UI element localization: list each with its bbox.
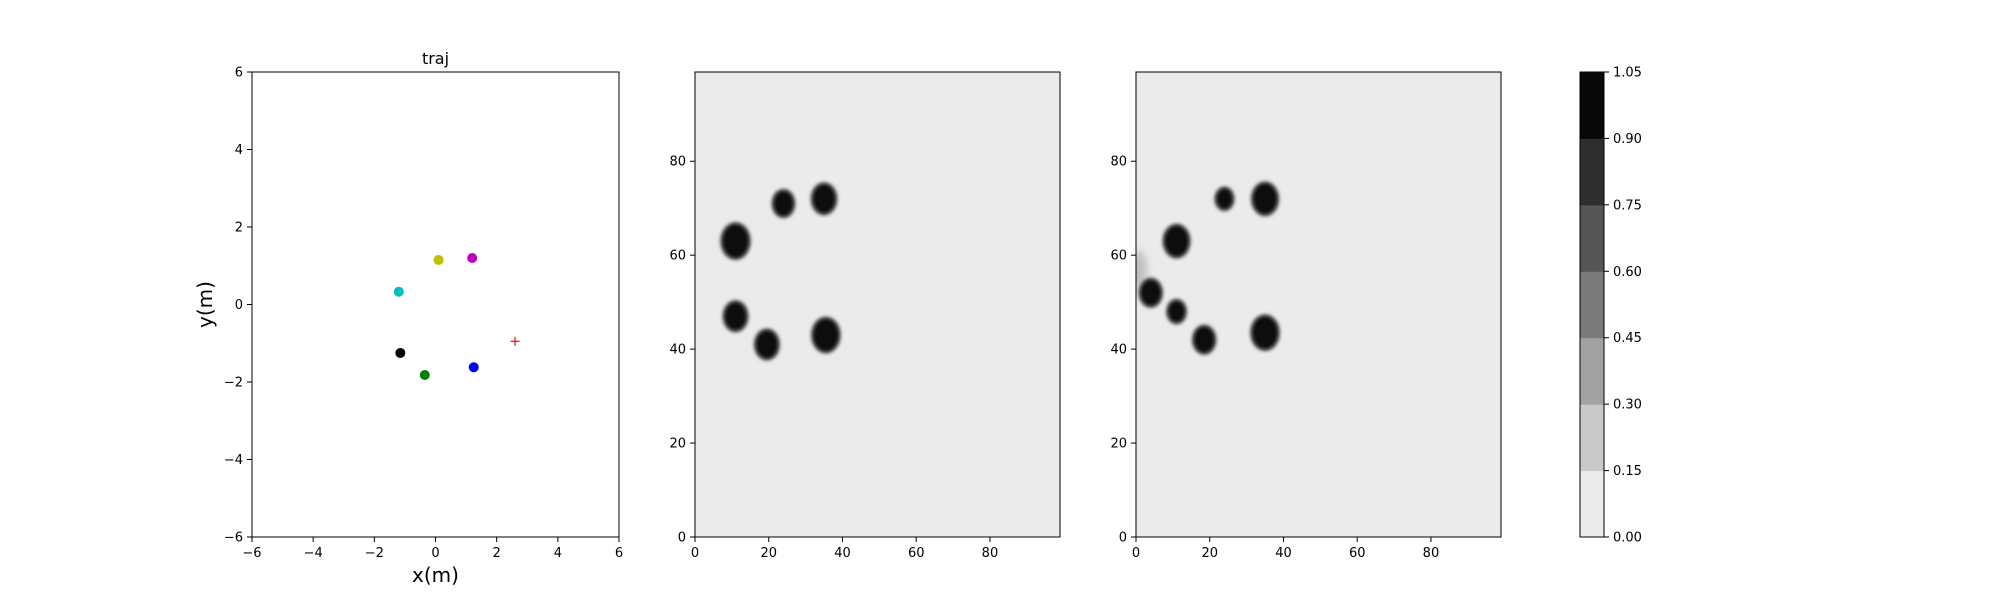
traj-x-tick-label: −2 <box>365 546 384 561</box>
heatmap-2-y-tick-label: 0 <box>1119 531 1127 546</box>
heatmap-2-blob <box>1164 225 1189 257</box>
heatmap-2-blob <box>1140 279 1162 306</box>
colorbar-tick-label: 0.15 <box>1613 464 1642 479</box>
target-marker <box>510 336 520 346</box>
colorbar-ticks: 0.00 0.15 0.30 0.45 0.60 0.75 0.90 1.05 <box>1604 66 1642 546</box>
traj-title: traj <box>422 49 449 68</box>
traj-x-label: x(m) <box>412 563 459 587</box>
colorbar-tick-label: 0.45 <box>1613 331 1642 346</box>
colorbar-levels <box>1580 72 1604 538</box>
heatmap-2-x-ticks: 0 20 40 60 80 <box>1132 537 1439 561</box>
heatmap-1-y-tick-label: 60 <box>669 249 686 264</box>
traj-x-tick-label: 2 <box>493 546 501 561</box>
colorbar-level <box>1580 138 1604 206</box>
colorbar-level <box>1580 337 1604 405</box>
heatmap-2-faint-blob <box>1136 250 1148 289</box>
heatmap-2-blob <box>1193 326 1215 353</box>
heatmap-2-x-tick-label: 80 <box>1423 546 1440 561</box>
traj-x-tick-label: −6 <box>242 546 261 561</box>
traj-axes-frame <box>251 71 620 538</box>
traj-x-tick-label: 6 <box>615 546 623 561</box>
traj-y-tick-label: 4 <box>235 143 243 158</box>
colorbar-tick-label: 1.05 <box>1613 66 1642 81</box>
colorbar-level <box>1580 271 1604 339</box>
traj-y-tick-label: −2 <box>224 376 243 391</box>
traj-points <box>393 253 520 381</box>
heatmap-1-y-tick-label: 0 <box>678 531 686 546</box>
heatmap-2-blobs <box>1136 180 1281 356</box>
agent-point <box>419 370 430 381</box>
traj-y-tick-label: 2 <box>235 221 243 236</box>
heatmap-2-axes-frame <box>1135 71 1502 538</box>
agent-point <box>395 347 406 358</box>
agent-point <box>468 362 479 373</box>
heatmap-panel-1: 0 20 40 60 80 0 20 40 60 80 <box>669 71 1061 561</box>
heatmap-1-blob <box>812 184 836 214</box>
heatmap-2-y-tick-label: 80 <box>1110 155 1127 170</box>
colorbar-tick-label: 0.90 <box>1613 132 1642 147</box>
heatmap-2-y-ticks: 0 20 40 60 80 <box>1110 155 1136 546</box>
traj-x-tick-label: −4 <box>304 546 323 561</box>
heatmap-panel-2: 0 20 40 60 80 0 20 40 60 80 <box>1110 71 1502 561</box>
heatmap-1-blob <box>722 224 749 258</box>
colorbar-tick-label: 0.75 <box>1613 198 1642 213</box>
traj-panel: traj −6 −4 −2 0 2 4 6 −6 −4 −2 0 2 4 6 x(m) y(m) <box>193 49 623 587</box>
heatmap-2-y-tick-label: 40 <box>1110 343 1127 358</box>
heatmap-2-x-tick-label: 40 <box>1275 546 1292 561</box>
heatmap-2-x-tick-label: 0 <box>1132 546 1140 561</box>
heatmap-1-blob <box>755 330 778 359</box>
heatmap-1-x-tick-label: 0 <box>691 546 699 561</box>
heatmap-2-blob <box>1168 300 1186 323</box>
heatmap-1-y-tick-label: 40 <box>669 343 686 358</box>
heatmap-1-blob <box>812 318 839 352</box>
agent-point <box>467 253 478 263</box>
traj-y-tick-label: −4 <box>224 453 243 468</box>
heatmap-1-blob <box>724 302 747 331</box>
colorbar-level <box>1580 470 1604 538</box>
agent-point <box>393 286 404 297</box>
heatmap-1-background <box>695 72 1060 537</box>
traj-y-ticks: −6 −4 −2 0 2 4 6 <box>224 66 252 546</box>
traj-y-tick-label: −6 <box>224 531 243 546</box>
heatmap-1-y-tick-label: 20 <box>669 437 686 452</box>
traj-y-tick-label: 6 <box>235 66 243 81</box>
heatmap-2-blob <box>1252 183 1278 215</box>
colorbar-level <box>1580 204 1604 272</box>
agent-point <box>433 254 444 265</box>
heatmap-1-blob <box>773 190 794 217</box>
colorbar-level <box>1580 72 1604 139</box>
heatmap-2-x-tick-label: 60 <box>1349 546 1366 561</box>
heatmap-1-y-ticks: 0 20 40 60 80 <box>669 155 695 546</box>
heatmap-2-y-tick-label: 20 <box>1110 437 1127 452</box>
heatmap-1-x-tick-label: 20 <box>760 546 777 561</box>
traj-x-tick-label: 4 <box>554 546 562 561</box>
heatmap-1-x-tick-label: 80 <box>982 546 999 561</box>
heatmap-2-y-tick-label: 60 <box>1110 249 1127 264</box>
heatmap-1-x-ticks: 0 20 40 60 80 <box>691 537 998 561</box>
heatmap-2-blob <box>1252 316 1278 350</box>
heatmap-1-x-tick-label: 60 <box>908 546 925 561</box>
traj-x-tick-label: 0 <box>431 546 439 561</box>
traj-x-ticks: −6 −4 −2 0 2 4 6 <box>242 537 623 561</box>
traj-y-label: y(m) <box>193 281 217 328</box>
heatmap-2-x-tick-label: 20 <box>1201 546 1218 561</box>
colorbar-level <box>1580 404 1604 472</box>
heatmap-1-x-tick-label: 40 <box>834 546 851 561</box>
colorbar-tick-label: 0.00 <box>1613 531 1642 546</box>
heatmap-2-background <box>1136 72 1501 537</box>
colorbar-tick-label: 0.30 <box>1613 398 1642 413</box>
heatmap-1-axes-frame <box>694 71 1061 538</box>
heatmap-2-blob <box>1216 188 1233 210</box>
heatmap-1-blobs <box>719 181 842 362</box>
heatmap-1-y-tick-label: 80 <box>669 155 686 170</box>
colorbar-frame <box>1579 71 1605 538</box>
colorbar: 0.00 0.15 0.30 0.45 0.60 0.75 0.90 1.05 <box>1579 66 1642 546</box>
traj-y-tick-label: 0 <box>235 298 243 313</box>
colorbar-tick-label: 0.60 <box>1613 265 1642 280</box>
